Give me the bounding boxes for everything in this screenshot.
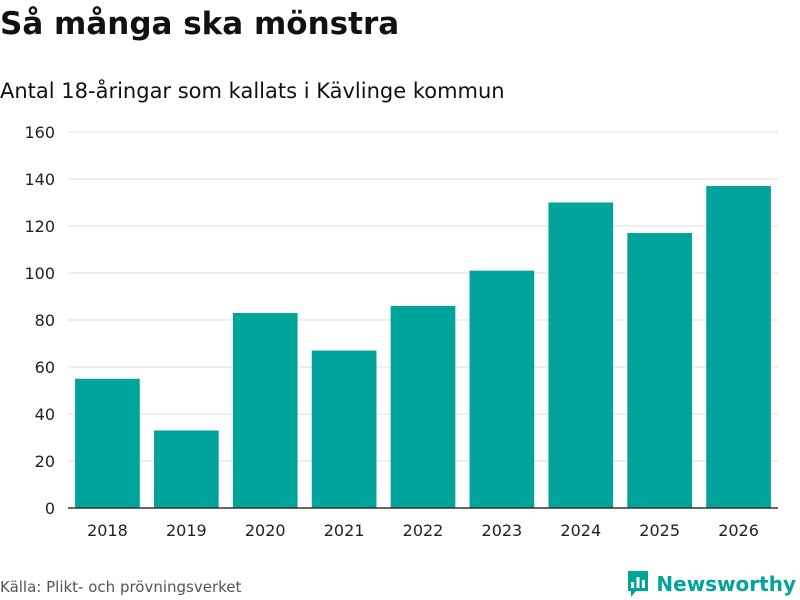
x-tick-label: 2018 [87,521,128,540]
y-tick-label: 60 [35,358,55,377]
y-tick-label: 160 [24,123,55,142]
x-tick-label: 2023 [482,521,523,540]
source-note: Källa: Plikt- och prövningsverket [0,578,242,596]
chart-title: Så många ska mönstra [0,6,400,42]
x-tick-label: 2025 [639,521,680,540]
brand-name: Newsworthy [656,572,796,596]
y-tick-label: 100 [24,264,55,283]
x-tick-label: 2026 [718,521,759,540]
x-tick-label: 2020 [245,521,286,540]
x-tick-label: 2024 [560,521,601,540]
y-tick-label: 40 [35,405,55,424]
y-tick-label: 80 [35,311,55,330]
x-tick-label: 2021 [324,521,365,540]
x-tick-label: 2019 [166,521,207,540]
bar-2019 [153,430,219,508]
y-tick-label: 120 [24,217,55,236]
y-tick-label: 140 [24,170,55,189]
bar-2021 [311,350,377,508]
y-tick-label: 0 [45,499,55,518]
bar-2023 [469,270,535,508]
x-tick-label: 2022 [403,521,444,540]
bar-2025 [627,233,693,509]
bar-2022 [390,305,456,508]
brand-logo[interactable]: Newsworthy [626,568,796,600]
bar-2024 [548,202,614,508]
bar-2026 [706,186,771,509]
bar-2018 [75,378,140,508]
bar-2020 [232,312,298,508]
chart-subtitle: Antal 18-åringar som kallats i Kävlinge … [0,79,505,103]
newsworthy-logo-icon [628,571,649,597]
y-tick-label: 20 [35,452,55,471]
